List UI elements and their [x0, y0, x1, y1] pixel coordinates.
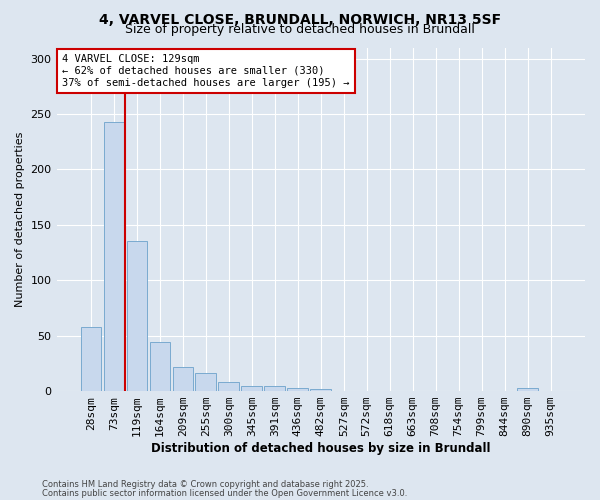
- Bar: [173, 366, 193, 391]
- Bar: [196, 374, 216, 391]
- Text: 4 VARVEL CLOSE: 129sqm
← 62% of detached houses are smaller (330)
37% of semi-de: 4 VARVEL CLOSE: 129sqm ← 62% of detached…: [62, 54, 349, 88]
- Bar: [310, 389, 331, 391]
- Bar: [218, 382, 239, 391]
- Y-axis label: Number of detached properties: Number of detached properties: [15, 132, 25, 307]
- Text: Contains HM Land Registry data © Crown copyright and database right 2025.: Contains HM Land Registry data © Crown c…: [42, 480, 368, 489]
- Bar: [80, 327, 101, 391]
- Bar: [127, 242, 147, 391]
- Bar: [241, 386, 262, 391]
- Text: Contains public sector information licensed under the Open Government Licence v3: Contains public sector information licen…: [42, 488, 407, 498]
- Text: 4, VARVEL CLOSE, BRUNDALL, NORWICH, NR13 5SF: 4, VARVEL CLOSE, BRUNDALL, NORWICH, NR13…: [99, 12, 501, 26]
- Bar: [104, 122, 124, 391]
- Bar: [517, 388, 538, 391]
- X-axis label: Distribution of detached houses by size in Brundall: Distribution of detached houses by size …: [151, 442, 491, 455]
- Bar: [265, 386, 285, 391]
- Bar: [287, 388, 308, 391]
- Text: Size of property relative to detached houses in Brundall: Size of property relative to detached ho…: [125, 22, 475, 36]
- Bar: [149, 342, 170, 391]
